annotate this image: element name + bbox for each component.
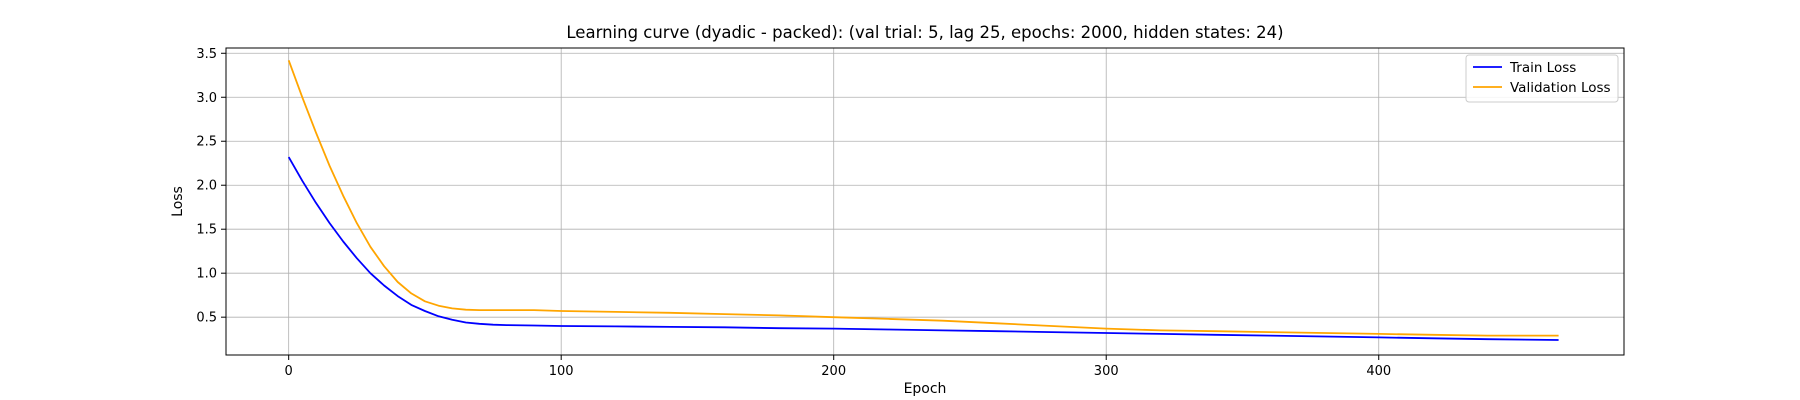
legend: Train Loss Validation Loss: [1465, 54, 1619, 103]
validation-loss-line: [287, 59, 1559, 337]
plot-area-frame: [225, 47, 1625, 356]
series-lines: [287, 59, 1559, 341]
x-axis-label: Epoch: [904, 381, 947, 397]
y-tick-label: 0.5: [196, 311, 217, 326]
y-tick-label: 2.0: [196, 179, 217, 194]
y-tick-label: 2.5: [196, 135, 217, 150]
x-tick-label: 0: [285, 364, 293, 379]
chart-title: Learning curve (dyadic - packed): (val t…: [566, 23, 1283, 42]
x-tick-label: 300: [1094, 364, 1119, 379]
legend-label-validation-loss: Validation Loss: [1510, 80, 1611, 96]
grid-lines: [226, 48, 1624, 355]
y-tick-label: 1.0: [196, 267, 217, 282]
legend-box: [1465, 54, 1619, 103]
x-tick-label: 400: [1366, 364, 1391, 379]
x-tick-label: 100: [549, 364, 574, 379]
train-loss-line: [287, 156, 1559, 341]
y-axis-label: Loss: [170, 186, 186, 217]
y-tick-label: 3.0: [196, 91, 217, 106]
y-tick-label: 1.5: [196, 223, 217, 238]
x-tick-label: 200: [821, 364, 846, 379]
y-tick-label: 3.5: [196, 47, 217, 62]
legend-label-train-loss: Train Loss: [1509, 60, 1576, 76]
axis-ticks: 0 100 200 300 400 0.5 1.0 1.5 2.0 2.5 3.0 3.5: [196, 47, 1391, 379]
